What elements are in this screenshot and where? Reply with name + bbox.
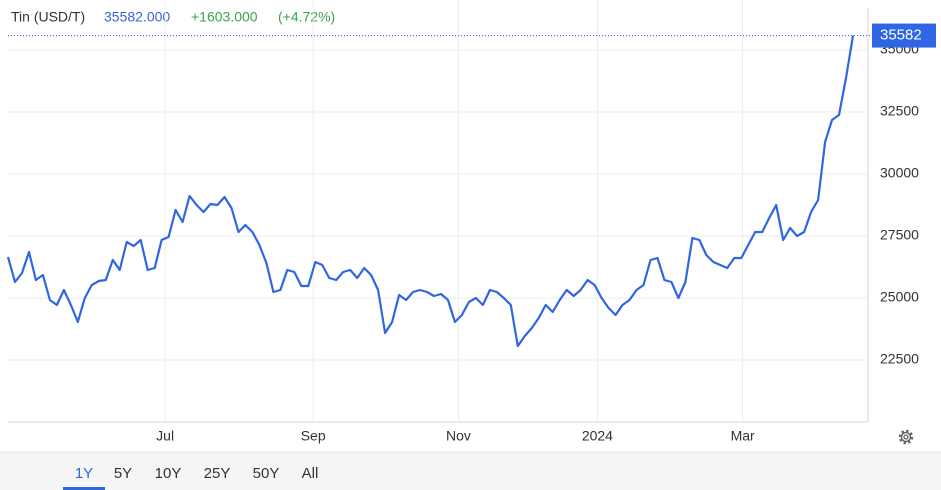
y-tick-label: 30000 <box>880 165 919 181</box>
range-button[interactable]: 25Y <box>204 465 231 482</box>
x-tick-label: 2024 <box>582 428 613 444</box>
range-button[interactable]: 1Y <box>75 465 93 482</box>
range-button[interactable]: All <box>302 465 319 482</box>
y-tick-label: 25000 <box>880 289 919 305</box>
y-tick-label: 22500 <box>880 351 919 367</box>
x-tick-label: Jul <box>156 428 174 444</box>
range-button[interactable]: 10Y <box>155 465 182 482</box>
change: +1603.000 <box>191 9 258 25</box>
y-tick-label: 27500 <box>880 227 919 243</box>
x-tick-label: Mar <box>731 428 755 444</box>
range-selected-underline <box>63 487 105 490</box>
range-button[interactable]: 50Y <box>253 465 280 482</box>
last-price-box <box>872 23 936 48</box>
y-tick-label: 32500 <box>880 103 919 119</box>
price: 35582.000 <box>104 9 170 25</box>
instrument-name: Tin (USD/T) <box>11 9 85 25</box>
settings-icon[interactable] <box>898 429 914 445</box>
range-button[interactable]: 5Y <box>114 465 132 482</box>
x-tick-label: Sep <box>301 428 326 444</box>
x-tick-label: Nov <box>446 428 471 444</box>
price-line <box>6 35 855 348</box>
last-price-label: 35582 <box>880 27 922 44</box>
change-pct: (+4.72%) <box>278 9 335 25</box>
range-bar <box>0 452 941 490</box>
